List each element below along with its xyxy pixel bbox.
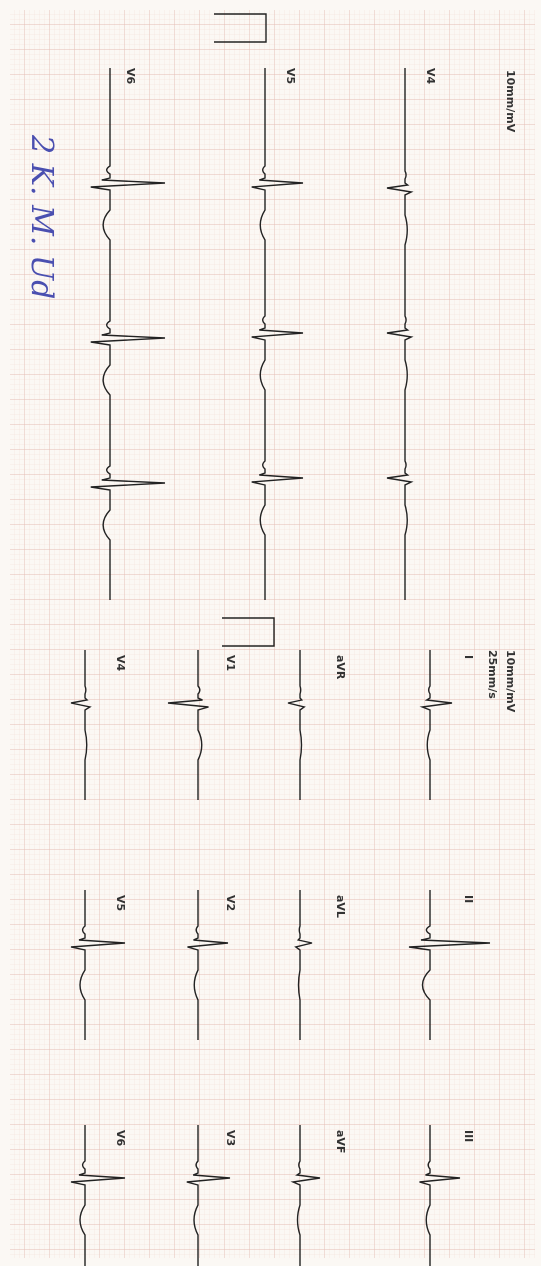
lead-label: III xyxy=(462,1130,475,1142)
ecg-trace xyxy=(70,1125,126,1266)
speed-label: 25mm/s xyxy=(486,650,499,699)
lead-label: aVR xyxy=(334,655,347,680)
lead-label: V4 xyxy=(114,655,127,672)
lead-label: aVF xyxy=(334,1130,347,1153)
ecg-trace xyxy=(167,650,209,800)
ecg-trace xyxy=(419,1125,461,1266)
ecg-trace xyxy=(70,650,92,800)
ecg-trace xyxy=(287,650,306,800)
grid xyxy=(10,10,535,1258)
lead-label: V5 xyxy=(114,895,127,911)
handwritten-note: 2 K. M. Ud xyxy=(24,134,59,299)
lead-label: V1 xyxy=(224,655,237,671)
ecg-trace xyxy=(386,68,414,600)
ecg-trace xyxy=(290,1125,321,1266)
ecg-trace xyxy=(187,890,229,1040)
lead-label: V6 xyxy=(114,1130,127,1147)
lead-label: V2 xyxy=(224,895,237,911)
gain-label: 10mm/mV xyxy=(504,650,517,713)
ecg-trace xyxy=(294,890,313,1040)
ecg-trace xyxy=(90,68,166,600)
lead-label: aVL xyxy=(334,895,347,918)
ecg-trace xyxy=(419,650,453,800)
ecg-trace xyxy=(251,68,304,600)
calibration-pulse xyxy=(214,13,267,43)
gain-label: 10mm/mV xyxy=(504,70,517,133)
ecg-trace xyxy=(186,1125,231,1266)
calibration-pulse xyxy=(222,617,275,647)
lead-label: II xyxy=(462,895,475,903)
lead-label: I xyxy=(462,655,475,659)
ecg-trace xyxy=(70,890,126,1040)
lead-label: V3 xyxy=(224,1130,237,1146)
lead-label: V5 xyxy=(284,68,297,84)
lead-label: V4 xyxy=(424,68,437,85)
ecg-trace xyxy=(408,890,491,1040)
lead-label: V6 xyxy=(124,68,137,85)
